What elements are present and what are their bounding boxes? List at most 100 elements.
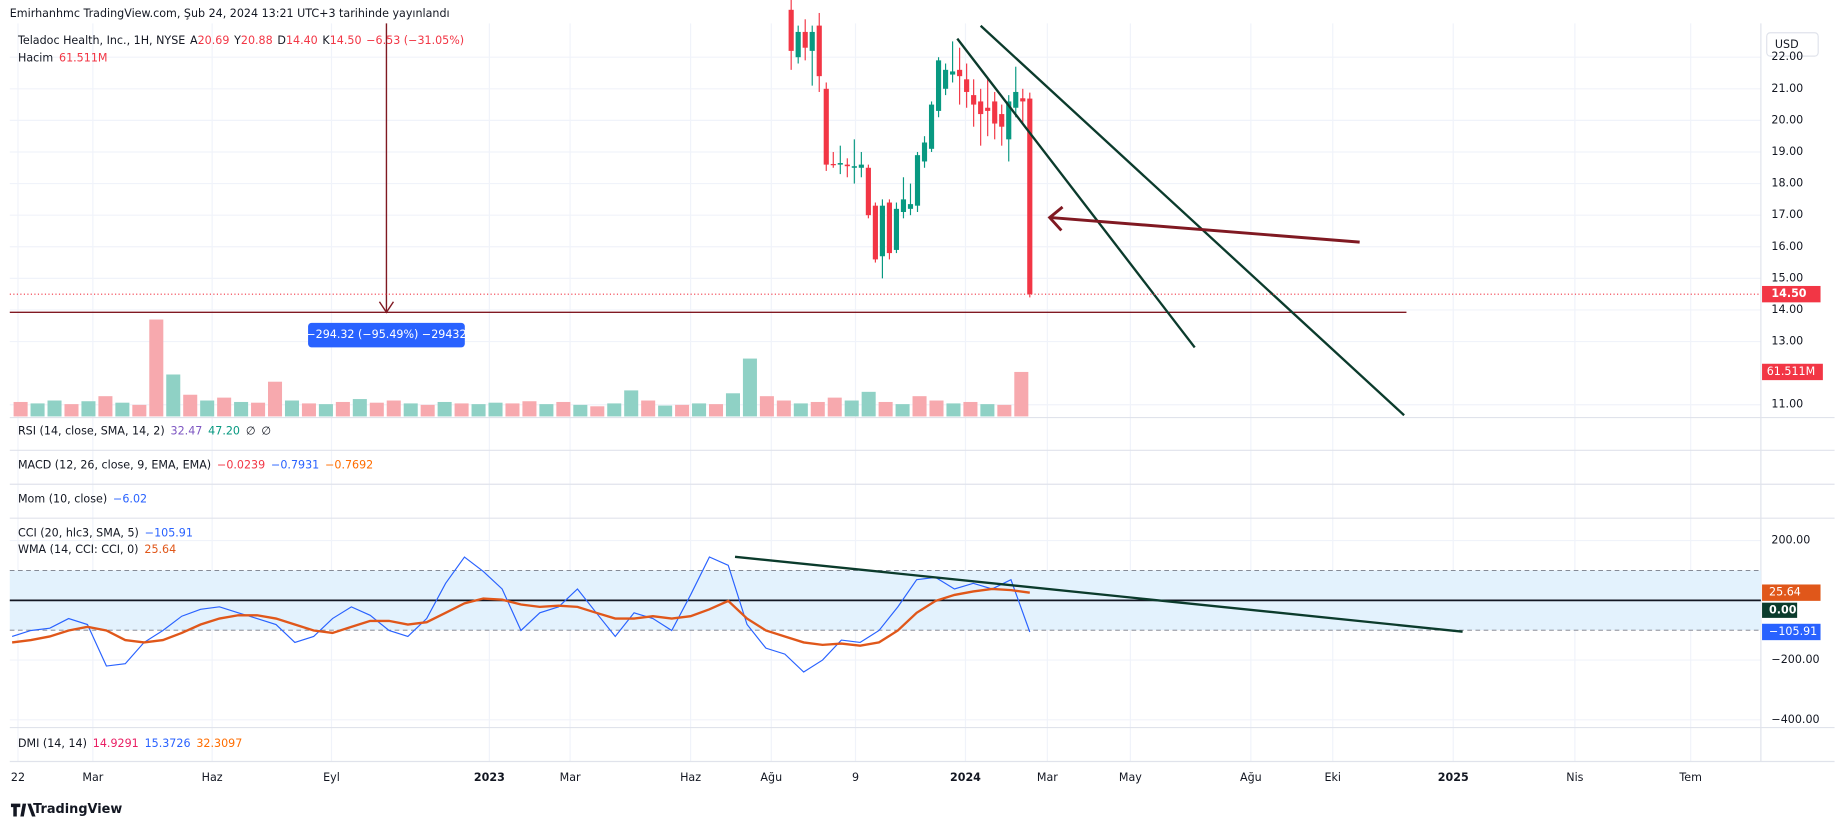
volume-bar (573, 404, 588, 417)
price-tick-label: 17.00 (1771, 208, 1803, 221)
ohlc-value: 20.88 (241, 34, 273, 47)
volume-bar (844, 400, 859, 417)
volume-bar (30, 403, 45, 417)
price-tick-label: 19.00 (1771, 145, 1803, 158)
candle-body (802, 31, 808, 48)
cci-value-label: 25.64 (1769, 586, 1801, 599)
time-label: Haz (680, 771, 701, 784)
volume-bar (352, 399, 367, 417)
volume-bar (810, 401, 825, 417)
volume-bar (607, 403, 622, 417)
candle-body (830, 163, 836, 166)
volume-bar (675, 404, 690, 417)
price-tick-label: 15.00 (1771, 271, 1803, 284)
pane-value: −0.7692 (325, 459, 373, 472)
volume-axis-label: 61.511M (1767, 365, 1815, 378)
axis-labels: 22 Mar Haz Eyl 2023 Mar Haz Ağu 9 2024 Mar May Ağu Ek… (9, 50, 1823, 784)
cci-tick-label: −400.00 (1771, 713, 1819, 726)
volume-bar (234, 401, 249, 417)
price-tick-label: 16.00 (1771, 240, 1803, 253)
candle-body (865, 167, 871, 216)
series-name: CCI (20, hlc3, SMA, 5) (18, 526, 139, 539)
volume-bar (369, 402, 384, 417)
time-label: 2023 (474, 771, 505, 784)
candle-body (950, 71, 956, 75)
brand: TradingView (33, 802, 122, 817)
candle-body (985, 107, 991, 111)
last-price-box (1762, 285, 1821, 303)
pane-value: ∅ (261, 425, 271, 438)
candle-body (851, 166, 857, 168)
volume-bar (284, 400, 300, 417)
candle-body (943, 69, 949, 89)
volume-bar (149, 319, 164, 417)
volume-bar (776, 400, 791, 417)
volume-box (1762, 363, 1823, 381)
cci-legend: WMA (14, CCI: CCI, 0) 25.64 (18, 543, 176, 556)
candle-body (844, 164, 850, 167)
time-label: Mar (560, 771, 581, 784)
time-label: Ağu (1240, 771, 1262, 784)
time-label: Tem (1678, 771, 1702, 784)
pane-value: ∅ (246, 425, 256, 438)
volume-bar (437, 401, 452, 417)
ohlc-key: Y (233, 34, 241, 47)
zero-box (1762, 602, 1798, 618)
pane-value: 47.20 (208, 425, 240, 438)
volume-bar (692, 403, 707, 417)
volume-bar (115, 402, 130, 417)
volume-bar (251, 402, 266, 417)
candle-body (964, 79, 970, 92)
cci-value-box (1762, 584, 1821, 601)
cci (11, 556, 1031, 673)
cci-tick-label: 200.00 (1771, 534, 1810, 547)
price-tick-label: 11.00 (1771, 398, 1803, 411)
volume-bar (708, 404, 724, 417)
volume-bar (132, 404, 147, 417)
volume-bar (759, 396, 774, 417)
candle-body (957, 69, 963, 77)
candle-body (816, 25, 822, 77)
volume-bar (946, 403, 961, 417)
drawings (9, 23, 1463, 633)
candle-body (837, 163, 843, 165)
pane-title: MACD (12, 26, close, 9, EMA, EMA) (18, 459, 211, 472)
pane-legends: RSI (14, close, SMA, 14, 2) 32.47 47.20 ∅ ∅ M… (18, 425, 373, 750)
logo: TradingView (10, 802, 122, 817)
volume-bar (268, 381, 283, 417)
pane-title: DMI (14, 14) (18, 737, 87, 750)
time-label: 2025 (1438, 771, 1469, 784)
volume-bar (793, 403, 808, 417)
volume-bar (386, 400, 401, 417)
ohlc-value: 20.69 (198, 34, 230, 47)
candle-body (1006, 101, 1012, 140)
volume-bar (590, 406, 605, 417)
cci-value-label: −105.91 (1769, 625, 1817, 638)
volume-bar (13, 401, 28, 417)
candle-body (879, 205, 885, 257)
candle-body (1027, 98, 1033, 295)
candle-body (921, 142, 928, 162)
volume-bar (318, 404, 333, 417)
volume-bar (980, 404, 995, 417)
pane-title: Mom (10, close) (18, 492, 107, 505)
series-value: 25.64 (144, 543, 176, 556)
pane-value: −0.7931 (271, 459, 319, 472)
zero-label: 0.00 (1769, 603, 1797, 616)
time-label: 2024 (950, 771, 981, 784)
currency: USD (1775, 38, 1799, 51)
pane-legend: DMI (14, 14) 14.9291 15.3726 32.3097 (18, 737, 242, 750)
volume-bar (624, 390, 639, 417)
candle-body (886, 202, 892, 254)
volume-bar (1014, 371, 1029, 417)
time-label: Nis (1566, 771, 1583, 784)
volume-bar (301, 403, 316, 417)
volume-bar (895, 404, 910, 417)
ohlc-key: D (277, 34, 286, 47)
volume-value: 61.511M (59, 51, 107, 64)
volume-title: Hacim (18, 51, 53, 64)
ohlc-value: 14.40 (286, 34, 318, 47)
pane-legend: RSI (14, close, SMA, 14, 2) 32.47 47.20 ∅ ∅ (18, 425, 271, 438)
volume-bar (81, 401, 96, 417)
